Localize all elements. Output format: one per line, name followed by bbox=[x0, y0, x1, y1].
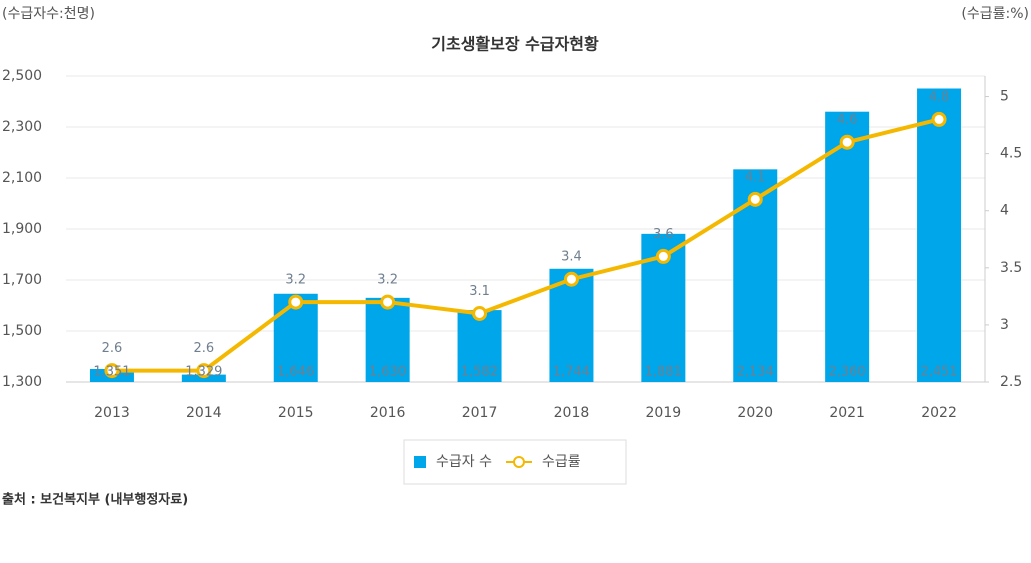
x-tick-label: 2022 bbox=[921, 405, 957, 421]
bar bbox=[549, 268, 594, 382]
value-label: 3.2 bbox=[377, 273, 398, 288]
x-tick-label: 2020 bbox=[737, 405, 773, 421]
bar bbox=[917, 88, 962, 383]
y2-tick-label: 4 bbox=[1000, 203, 1009, 219]
bar bbox=[181, 374, 226, 382]
value-label: 3.2 bbox=[285, 273, 306, 288]
x-tick-label: 2019 bbox=[646, 405, 682, 421]
legend-item: 수급률 bbox=[505, 454, 581, 470]
line bbox=[111, 117, 940, 373]
y-tick-label: 1,900 bbox=[2, 221, 42, 237]
line-marker bbox=[196, 363, 212, 379]
value-label: 3.1 bbox=[469, 284, 490, 299]
y-tick-label: 2,300 bbox=[2, 119, 42, 135]
value-label: 4.1 bbox=[745, 170, 766, 185]
x-tick-label: 2021 bbox=[829, 405, 865, 421]
value-label: 4.6 bbox=[837, 113, 858, 128]
value-label: 1,744 bbox=[553, 365, 590, 380]
value-label: 2.6 bbox=[194, 341, 215, 356]
value-label: 1,646 bbox=[277, 365, 314, 380]
y2-tick-label: 5 bbox=[1000, 89, 1009, 105]
value-label: 1,351 bbox=[93, 365, 130, 380]
chart-title: 기초생활보장 수급자현황 bbox=[431, 35, 599, 54]
line-marker bbox=[104, 363, 120, 379]
x-tick-label: 2017 bbox=[462, 405, 498, 421]
x-tick-label: 2015 bbox=[278, 405, 314, 421]
legend-label: 수급률 bbox=[542, 454, 581, 470]
line-marker bbox=[655, 248, 671, 264]
legend-item: 수급자 수 bbox=[414, 454, 492, 470]
value-label: 2,134 bbox=[737, 365, 774, 380]
source: 출처 : 보건복지부 (내부행정자료) bbox=[2, 492, 188, 508]
line-marker bbox=[931, 111, 947, 127]
x-tick-label: 2018 bbox=[554, 405, 590, 421]
y2-tick-label: 3.5 bbox=[1000, 260, 1022, 276]
x-tick-label: 2016 bbox=[370, 405, 406, 421]
line-marker bbox=[563, 271, 579, 287]
y-tick-label: 1,300 bbox=[2, 374, 42, 390]
value-label: 1,881 bbox=[645, 365, 682, 380]
legend-label: 수급자 수 bbox=[436, 454, 492, 470]
x-tick-label: 2013 bbox=[94, 405, 130, 421]
x-tick-label: 2014 bbox=[186, 405, 222, 421]
y2-tick-label: 4.5 bbox=[1000, 146, 1022, 162]
value-label: 2,360 bbox=[829, 365, 866, 380]
y2-axis-unit: (수급률:%) bbox=[961, 6, 1029, 22]
line-marker bbox=[288, 294, 304, 310]
value-label: 2,451 bbox=[920, 365, 957, 380]
value-label: 3.6 bbox=[653, 227, 674, 242]
bar bbox=[365, 297, 410, 382]
y-tick-label: 1,500 bbox=[2, 323, 42, 339]
line-marker bbox=[472, 305, 488, 321]
y-tick-label: 2,100 bbox=[2, 170, 42, 186]
value-label: 1,582 bbox=[461, 365, 498, 380]
line-marker bbox=[380, 294, 396, 310]
y-tick-label: 1,700 bbox=[2, 272, 42, 288]
y2-tick-label: 2.5 bbox=[1000, 374, 1022, 390]
y-axis-unit: (수급자수:천명) bbox=[2, 6, 95, 22]
line-marker bbox=[747, 191, 763, 207]
value-label: 4.8 bbox=[929, 90, 950, 105]
value-label: 1,329 bbox=[185, 365, 222, 380]
legend-swatch bbox=[414, 456, 426, 468]
bar bbox=[825, 111, 870, 382]
y2-tick-label: 3 bbox=[1000, 317, 1009, 333]
line-marker bbox=[839, 134, 855, 150]
y-tick-label: 2,500 bbox=[2, 68, 42, 84]
legend-swatch bbox=[512, 456, 525, 468]
value-label: 3.4 bbox=[561, 250, 582, 265]
bar bbox=[457, 310, 502, 382]
value-label: 2.6 bbox=[102, 341, 123, 356]
value-label: 1,630 bbox=[369, 365, 406, 380]
